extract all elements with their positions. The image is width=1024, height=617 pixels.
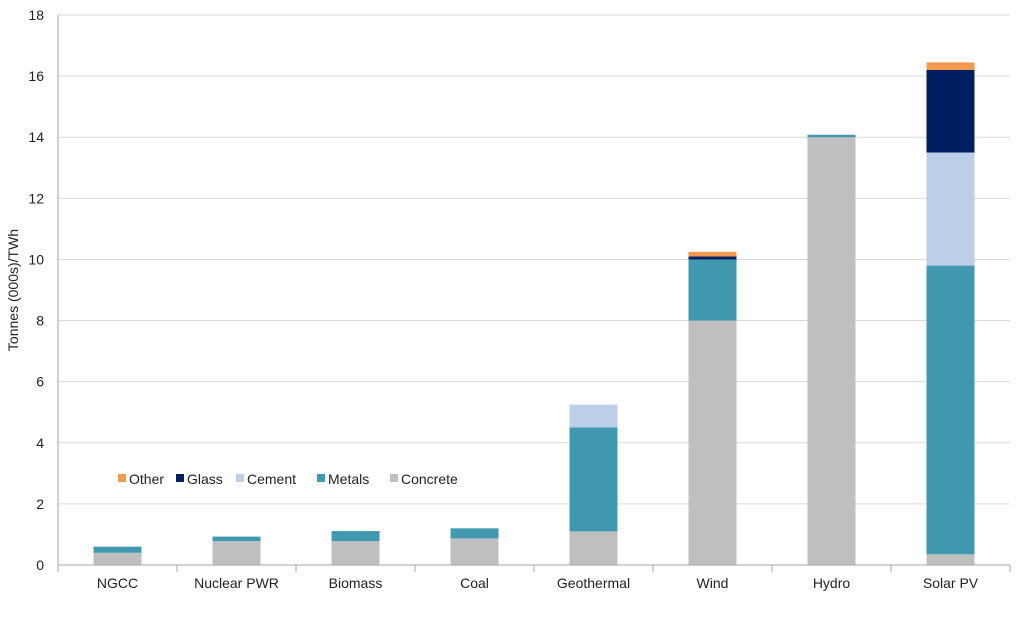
bar-segment-cement bbox=[569, 404, 618, 428]
bar-segment-concrete bbox=[688, 320, 737, 565]
bar-segment-other bbox=[926, 62, 975, 70]
legend-swatch-metals bbox=[317, 474, 325, 482]
bar-segment-metals bbox=[807, 134, 856, 138]
y-tick-label: 10 bbox=[28, 251, 44, 267]
bar-segment-concrete bbox=[450, 538, 499, 565]
bar-segment-metals bbox=[331, 531, 380, 542]
x-tick-label: Solar PV bbox=[923, 575, 979, 591]
bar-segment-metals bbox=[688, 259, 737, 321]
y-tick-label: 4 bbox=[36, 435, 44, 451]
legend-label-cement: Cement bbox=[247, 471, 296, 487]
x-tick-label: NGCC bbox=[97, 575, 138, 591]
bar-segment-concrete bbox=[926, 554, 975, 565]
x-tick-label: Coal bbox=[460, 575, 489, 591]
bar-segment-cement bbox=[926, 152, 975, 266]
x-tick-label: Nuclear PWR bbox=[194, 575, 279, 591]
x-tick-label: Hydro bbox=[813, 575, 851, 591]
bar-segment-metals bbox=[212, 536, 261, 542]
y-tick-label: 0 bbox=[36, 557, 44, 573]
x-tick-label: Biomass bbox=[329, 575, 383, 591]
bar-segment-metals bbox=[93, 546, 142, 553]
y-tick-label: 18 bbox=[28, 7, 44, 23]
bar-segment-metals bbox=[569, 427, 618, 532]
y-tick-label: 16 bbox=[28, 68, 44, 84]
legend-label-concrete: Concrete bbox=[401, 471, 458, 487]
bar-segment-concrete bbox=[93, 552, 142, 565]
bars bbox=[93, 62, 975, 565]
legend-swatch-other bbox=[118, 474, 126, 482]
legend-label-other: Other bbox=[129, 471, 164, 487]
x-tick-label: Wind bbox=[697, 575, 729, 591]
legend-label-metals: Metals bbox=[328, 471, 369, 487]
y-tick-label: 14 bbox=[28, 129, 44, 145]
bar-segment-concrete bbox=[331, 541, 380, 565]
bar-segment-glass bbox=[926, 70, 975, 153]
bar-segment-glass bbox=[688, 256, 737, 260]
gridlines bbox=[58, 14, 1010, 505]
bar-segment-metals bbox=[926, 265, 975, 555]
legend: Other Glass Cement Metals Concrete bbox=[118, 471, 458, 487]
legend-label-glass: Glass bbox=[187, 471, 223, 487]
y-axis-label: Tonnes (000s)/TWh bbox=[5, 229, 21, 351]
bar-segment-concrete bbox=[569, 531, 618, 565]
axes: 0 2 4 6 8 10 12 14 16 18 NGCC Nuclear PWR Biomass Coa… bbox=[28, 7, 1011, 591]
legend-swatch-glass bbox=[176, 474, 184, 482]
bar-segment-other bbox=[688, 251, 737, 257]
bar-segment-concrete bbox=[807, 137, 856, 565]
legend-swatch-cement bbox=[236, 474, 244, 482]
bar-segment-concrete bbox=[212, 541, 261, 565]
x-tick-label: Geothermal bbox=[557, 575, 630, 591]
y-tick-label: 6 bbox=[36, 374, 44, 390]
y-tick-label: 12 bbox=[28, 190, 44, 206]
y-tick-label: 8 bbox=[36, 313, 44, 329]
legend-swatch-concrete bbox=[390, 474, 398, 482]
bar-segment-metals bbox=[450, 528, 499, 539]
y-tick-label: 2 bbox=[36, 496, 44, 512]
